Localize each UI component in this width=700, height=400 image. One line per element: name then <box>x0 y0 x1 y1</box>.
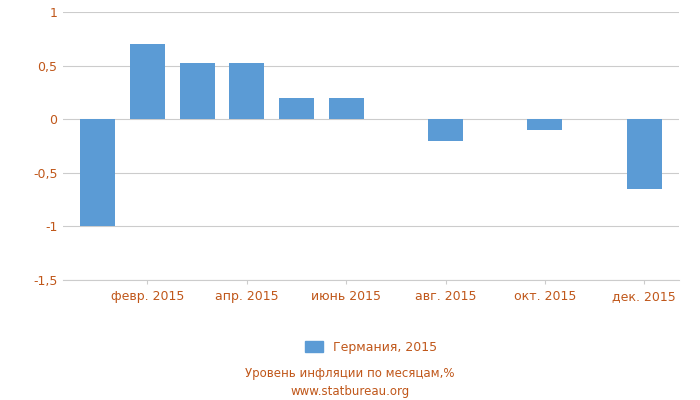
Bar <box>230 64 264 119</box>
Bar <box>279 98 314 119</box>
Bar <box>130 44 164 119</box>
Text: Уровень инфляции по месяцам,%: Уровень инфляции по месяцам,% <box>245 368 455 380</box>
Text: www.statbureau.org: www.statbureau.org <box>290 385 410 398</box>
Legend: Германия, 2015: Германия, 2015 <box>304 341 438 354</box>
Bar <box>180 64 214 119</box>
Bar <box>428 119 463 141</box>
Bar <box>528 119 562 130</box>
Bar <box>329 98 363 119</box>
Bar <box>626 119 662 189</box>
Bar <box>80 119 116 226</box>
